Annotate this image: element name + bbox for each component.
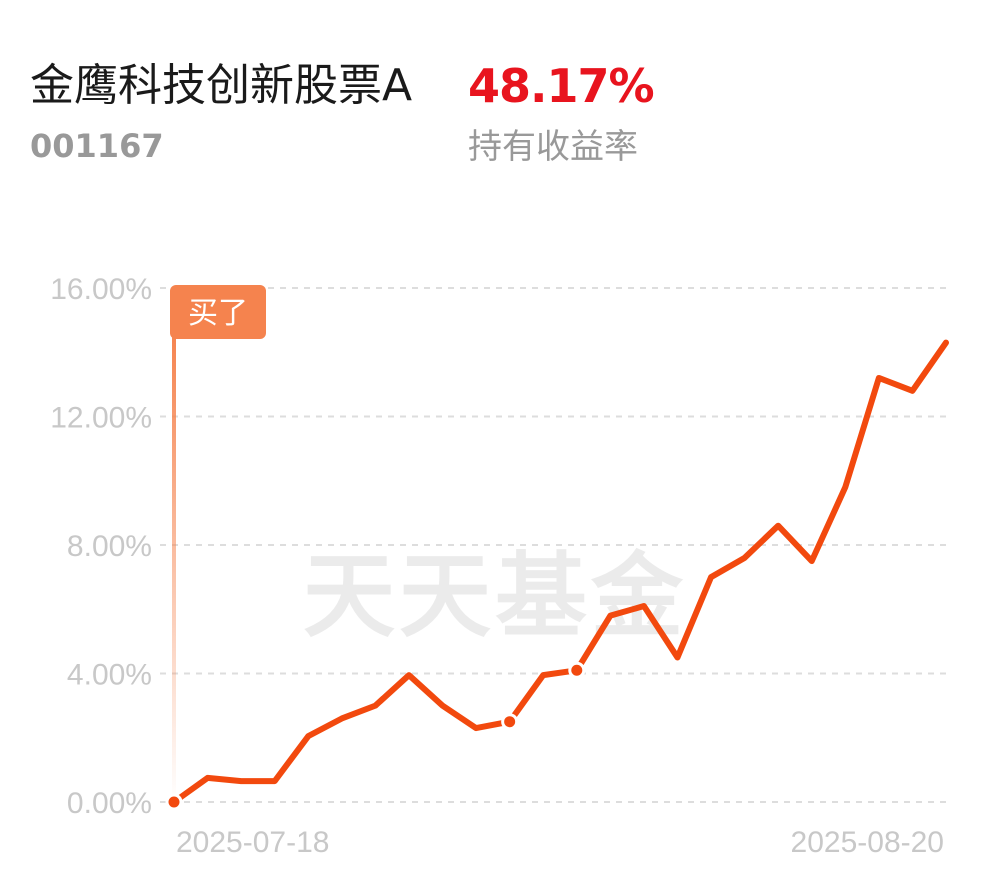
series-point-marked (568, 661, 586, 679)
holding-return-value: 48.17% (468, 59, 655, 113)
y-tick-label: 0.00% (67, 787, 152, 820)
y-tick-label: 4.00% (67, 659, 152, 692)
series-points (165, 340, 949, 811)
series-point-marked (165, 793, 183, 811)
y-tick-label: 8.00% (67, 530, 152, 563)
series-point (440, 703, 446, 709)
series-point (339, 715, 345, 721)
x-axis-start-label: 2025-07-18 (176, 826, 329, 859)
buy-marker-line (172, 330, 176, 802)
fund-header: 金鹰科技创新股票A 001167 48.17% 持有收益率 (0, 0, 990, 190)
series-point (540, 672, 546, 678)
series-line (171, 339, 949, 805)
buy-marker: 买了 (170, 285, 266, 802)
series-point (708, 574, 714, 580)
series-point (674, 654, 680, 660)
y-tick-label: 16.00% (50, 273, 152, 306)
series-point (372, 703, 378, 709)
series-point (305, 733, 311, 739)
series-point-marked (501, 713, 519, 731)
series-point (473, 725, 479, 731)
series-point (842, 484, 848, 490)
series-point (406, 672, 412, 678)
fund-code: 001167 (30, 127, 164, 165)
series-point (775, 523, 781, 529)
series-point (909, 388, 915, 394)
series-point (205, 775, 211, 781)
series-point (607, 613, 613, 619)
y-axis-ticks: 0.00% 4.00% 8.00% 12.00% 16.00% (50, 273, 152, 820)
fund-name: 金鹰科技创新股票A (30, 60, 413, 111)
buy-marker-label: 买了 (188, 296, 248, 331)
series-point (272, 778, 278, 784)
series-point (876, 375, 882, 381)
series-point (742, 555, 748, 561)
x-axis-end-label: 2025-08-20 (791, 826, 944, 859)
y-tick-label: 12.00% (50, 402, 152, 435)
series-point (238, 778, 244, 784)
series-point (809, 558, 815, 564)
buy-marker-tag (170, 285, 266, 339)
holding-return-label: 持有收益率 (468, 127, 638, 167)
series-point (943, 340, 949, 346)
watermark-text: 天天基金 (303, 542, 687, 650)
series-point (641, 603, 647, 609)
